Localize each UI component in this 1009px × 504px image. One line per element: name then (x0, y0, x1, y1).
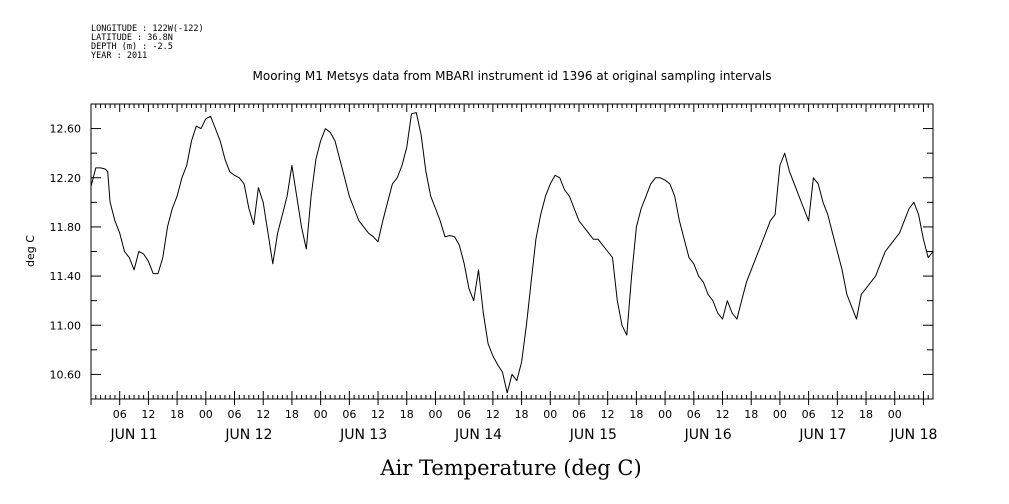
x-tick-label: 12 (256, 408, 270, 421)
x-tick-label: 00 (773, 408, 787, 421)
x-tick-label: 18 (859, 408, 873, 421)
x-tick-label: 06 (572, 408, 586, 421)
year-label: YEAR : 2011 (91, 51, 147, 61)
x-axis: 06 12 18 00 06 12 18 00 06 12 18 00 06 12 18 00 06 12 18 00… (90, 104, 937, 443)
x-day-label: JUN 11 (109, 427, 157, 443)
x-tick-label: 12 (486, 408, 500, 421)
x-tick-label: 06 (228, 408, 242, 421)
x-tick-label: 00 (888, 408, 902, 421)
x-tick-label: 06 (802, 408, 816, 421)
x-day-label: JUN 15 (569, 427, 617, 443)
y-axis-label: deg C (24, 235, 37, 267)
x-tick-label: 12 (371, 408, 385, 421)
x-tick-label: 12 (141, 408, 155, 421)
x-tick-label: 18 (515, 408, 529, 421)
x-tick-label: 12 (601, 408, 615, 421)
y-axis: 10.60 11.00 11.40 11.80 12.20 12.60 (50, 103, 933, 400)
x-tick-label: 18 (285, 408, 299, 421)
x-tick-label: 18 (170, 408, 184, 421)
y-tick-label: 11.00 (50, 319, 82, 332)
x-day-label: JUN 17 (798, 427, 846, 443)
x-axis-label: Air Temperature (deg C) (379, 456, 641, 480)
plot-frame (90, 103, 934, 400)
mooring-metadata: LONGITUDE : 122W(-122) LATITUDE : 36.8N … (91, 24, 204, 61)
x-tick-label: 06 (342, 408, 356, 421)
depth-label: DEPTH (m) : -2.5 (91, 42, 173, 52)
x-tick-label: 18 (629, 408, 643, 421)
x-tick-label: 12 (716, 408, 730, 421)
x-day-label: JUN 14 (454, 427, 502, 443)
x-tick-label: 06 (687, 408, 701, 421)
y-tick-label: 12.20 (50, 172, 82, 185)
series-line (90, 112, 934, 394)
latitude-label: LATITUDE : 36.8N (91, 33, 173, 43)
series-layer (90, 112, 934, 394)
y-tick-label: 10.60 (50, 368, 82, 381)
chart-title: Mooring M1 Metsys data from MBARI instru… (253, 69, 772, 83)
x-day-label: JUN 13 (339, 427, 387, 443)
x-tick-label: 00 (543, 408, 557, 421)
x-tick-label: 00 (199, 408, 213, 421)
x-day-label: JUN 18 (889, 427, 937, 443)
y-tick-label: 11.40 (50, 270, 82, 283)
x-tick-label: 00 (314, 408, 328, 421)
x-day-label: JUN 16 (684, 427, 732, 443)
x-tick-label: 18 (400, 408, 414, 421)
longitude-label: LONGITUDE : 122W(-122) (91, 24, 204, 34)
x-tick-label: 18 (744, 408, 758, 421)
x-tick-label: 12 (830, 408, 844, 421)
x-day-label: JUN 12 (224, 427, 272, 443)
x-tick-label: 06 (113, 408, 127, 421)
x-tick-label: 00 (658, 408, 672, 421)
y-tick-label: 12.60 (50, 123, 82, 136)
x-tick-label: 00 (428, 408, 442, 421)
x-tick-label: 06 (457, 408, 471, 421)
y-tick-label: 11.80 (50, 221, 82, 234)
